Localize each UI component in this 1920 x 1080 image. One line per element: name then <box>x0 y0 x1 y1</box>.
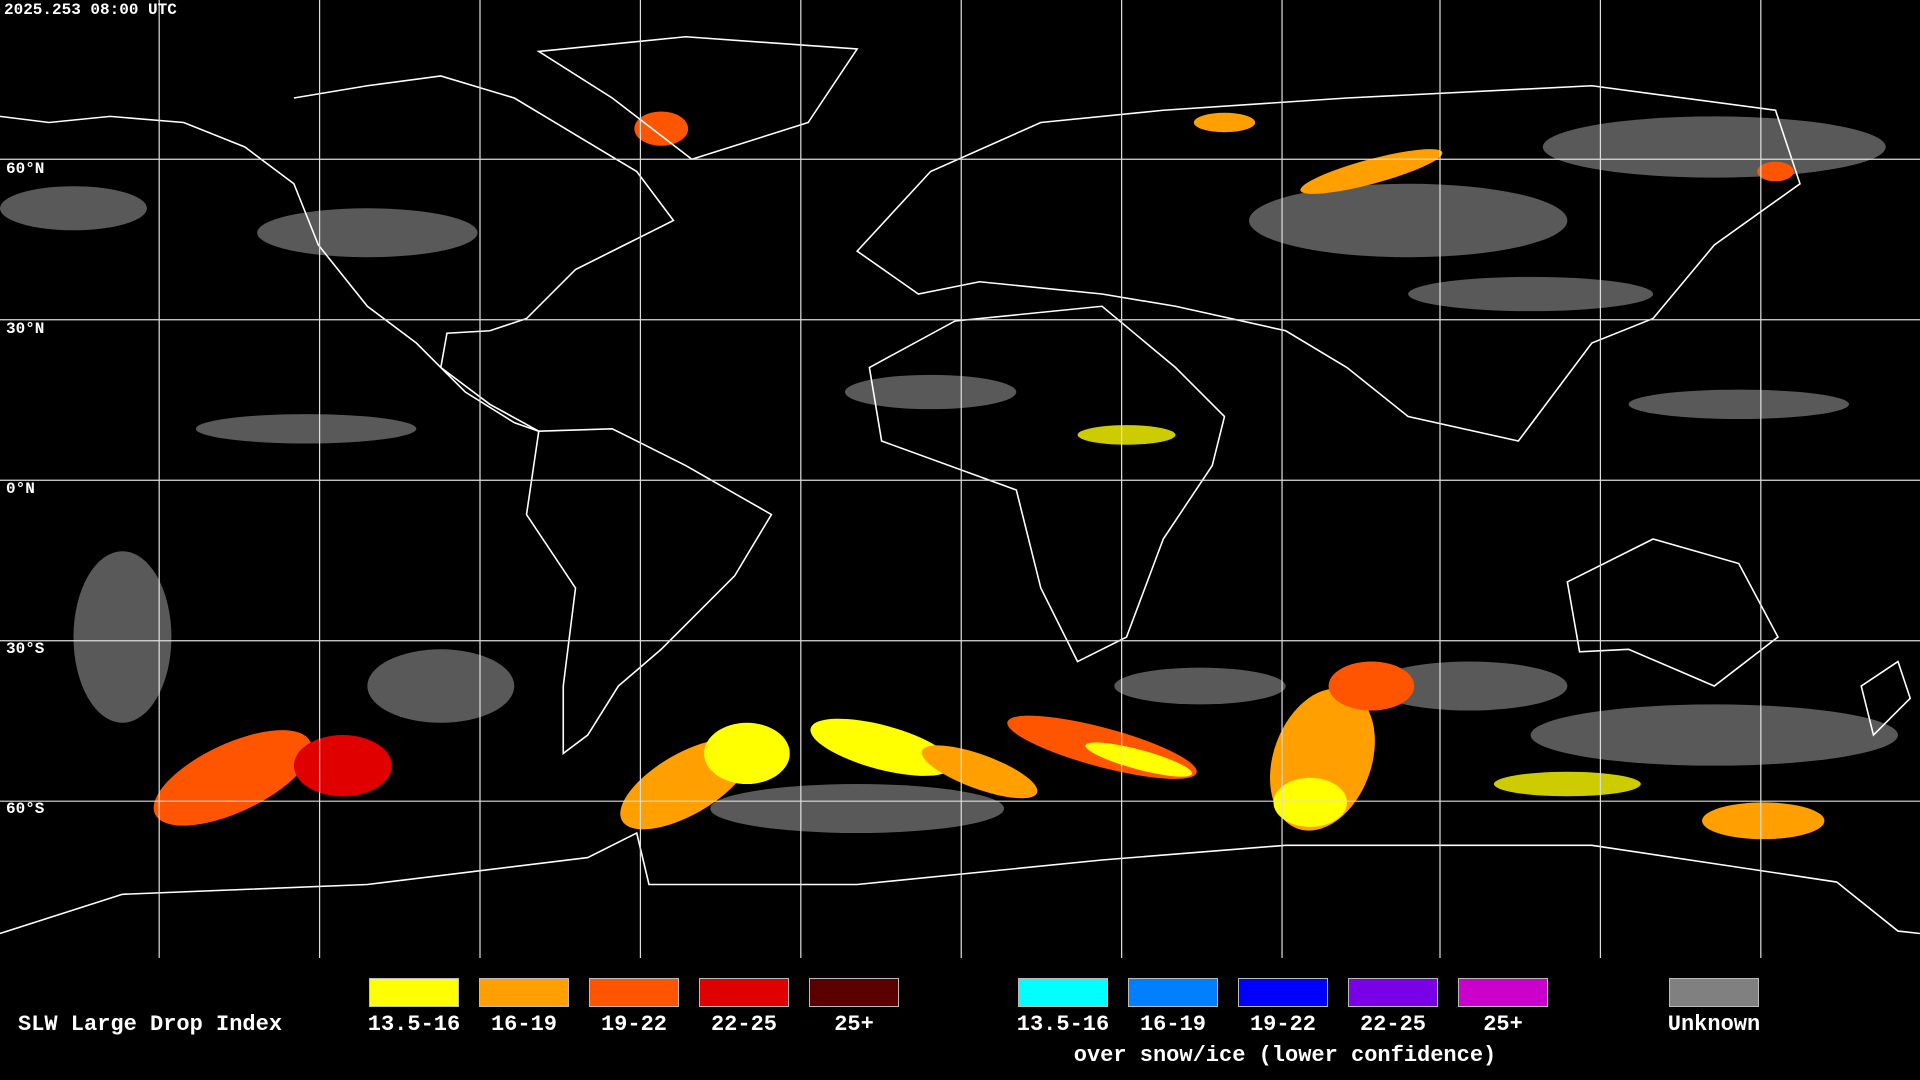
legend-label: 13.5-16 <box>1016 1012 1110 1037</box>
timestamp: 2025.253 08:00 UTC <box>4 1 177 19</box>
legend-label: 16-19 <box>1139 1012 1206 1037</box>
legend-label: 13.5-16 <box>367 1012 461 1037</box>
legend: SLW Large Drop Index over snow/ice (lowe… <box>0 958 1920 1080</box>
lat-label: 0°N <box>6 480 35 498</box>
coastlines <box>0 35 1920 935</box>
legend-swatch <box>589 978 679 1007</box>
lat-label: 30°N <box>6 320 45 338</box>
legend-label: 22-25 <box>1359 1012 1426 1037</box>
legend-swatch <box>1018 978 1108 1007</box>
legend-label: 25+ <box>834 1012 874 1037</box>
legend-swatch <box>1348 978 1438 1007</box>
legend-swatch <box>809 978 899 1007</box>
world-map <box>0 0 1920 958</box>
legend-label: Unknown <box>1667 1012 1761 1037</box>
snow-caption: over snow/ice (lower confidence) <box>1073 1043 1497 1068</box>
legend-swatch <box>479 978 569 1007</box>
large-drop-cloud <box>153 111 1825 840</box>
legend-label: 16-19 <box>490 1012 557 1037</box>
legend-swatch <box>1458 978 1548 1007</box>
lat-label: 60°N <box>6 160 45 178</box>
unknown-cloud <box>0 116 1898 834</box>
legend-swatch <box>1669 978 1759 1007</box>
legend-swatch <box>699 978 789 1007</box>
legend-swatch <box>1128 978 1218 1007</box>
legend-swatch <box>369 978 459 1007</box>
legend-label: 19-22 <box>600 1012 667 1037</box>
legend-swatch <box>1238 978 1328 1007</box>
legend-label: 19-22 <box>1249 1012 1316 1037</box>
lat-label: 60°S <box>6 800 45 818</box>
lat-label: 30°S <box>6 640 45 658</box>
graticule <box>0 0 1920 958</box>
legend-label: 22-25 <box>710 1012 777 1037</box>
legend-label: 25+ <box>1483 1012 1523 1037</box>
legend-title: SLW Large Drop Index <box>18 1012 283 1037</box>
